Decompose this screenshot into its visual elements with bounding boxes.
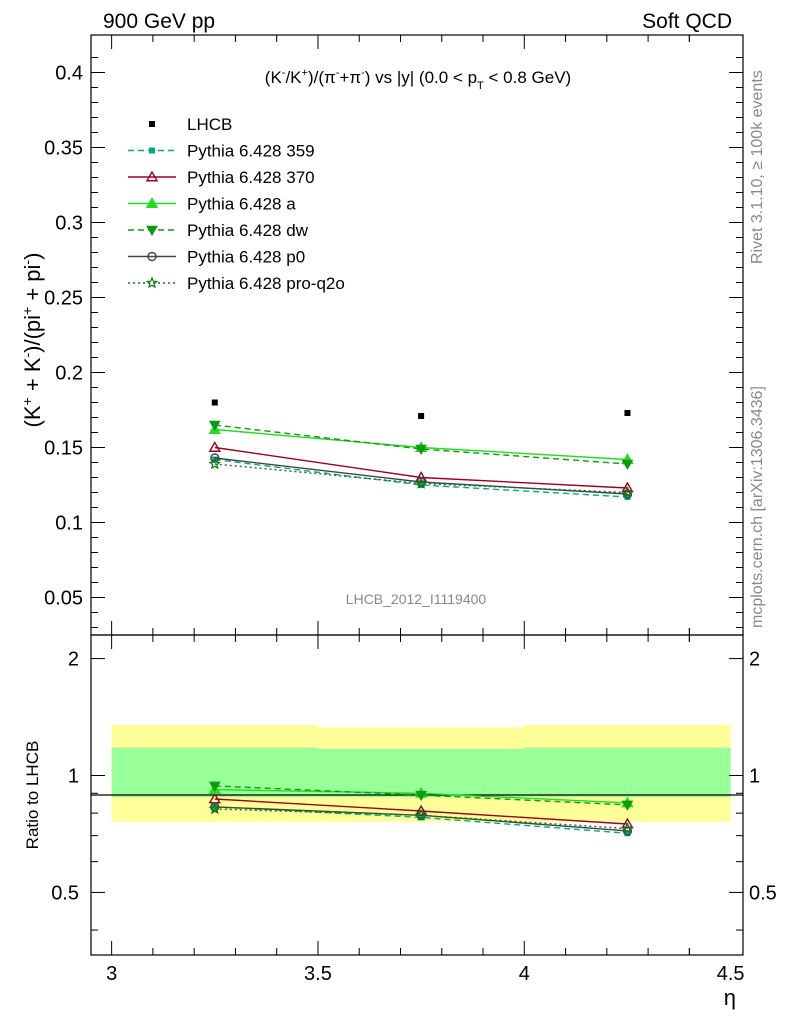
x-tick-label: 3 xyxy=(106,963,117,985)
lhcb-data-point xyxy=(211,399,218,406)
legend-label: Pythia 6.428 370 xyxy=(187,168,315,187)
legend-marker xyxy=(145,170,159,182)
main-series-point xyxy=(208,441,222,452)
ratio-ticks: 0.5 0.5 1 1 2 2 3 3.5 4 4.5 xyxy=(51,635,777,985)
ratio-y-axis-label: Ratio to LHCB xyxy=(23,741,42,850)
ratio-y-tick-label: 1 xyxy=(68,765,79,787)
ratio-series-point xyxy=(622,826,633,836)
main-series-point xyxy=(210,453,220,463)
analysis-watermark: LHCB_2012_I1119400 xyxy=(346,591,487,607)
main-series-point xyxy=(414,471,428,482)
ratio-series-point xyxy=(621,800,634,811)
ratio-frame xyxy=(90,634,744,956)
legend-label: Pythia 6.428 dw xyxy=(187,221,309,240)
ratio-y-tick-label: 2 xyxy=(68,649,79,671)
main-series-point xyxy=(621,481,634,493)
lhcb-data-points xyxy=(211,399,631,419)
main-series-line xyxy=(214,457,628,495)
legend-marker xyxy=(147,251,157,262)
main-title: (K-/K+)/(π-+π-) vs |y| (0.0 < pT < 0.8 G… xyxy=(265,67,571,92)
main-series-point xyxy=(415,444,427,456)
main-y-tick-label: 0.1 xyxy=(55,513,83,535)
main-y-axis-label: (K+ + K-)/(pi+ + pi-) xyxy=(19,253,45,428)
header-left: 900 GeV pp xyxy=(103,10,215,33)
ratio-series-point xyxy=(415,790,427,802)
x-axis-label: η xyxy=(724,985,736,1010)
ratio-series-point xyxy=(414,808,428,821)
legend-label: Pythia 6.428 359 xyxy=(187,142,315,161)
main-series-point xyxy=(621,459,634,471)
lhcb-data-point xyxy=(624,410,631,416)
legend-marker xyxy=(146,225,158,237)
ratio-series-point xyxy=(208,781,221,792)
main-series-point xyxy=(624,494,631,500)
ratio-series-point xyxy=(211,803,218,810)
header-right: Soft QCD xyxy=(642,10,732,33)
ratio-series-point xyxy=(621,822,634,834)
main-series xyxy=(208,420,634,500)
mcplots-label: mcplots.cern.ch [arXiv:1306.3436] xyxy=(749,386,766,628)
ratio-series-line xyxy=(214,806,628,834)
main-series-point xyxy=(621,485,634,498)
legend-label: Pythia 6.428 pro-q2o xyxy=(187,274,345,293)
main-ticks: 0.05 0.1 0.15 0.2 0.25 0.3 0.35 0.4 xyxy=(44,35,743,635)
main-y-tick-label: 0.4 xyxy=(55,63,83,85)
ratio-series-line xyxy=(214,808,628,830)
main-y-tick-label: 0.05 xyxy=(44,588,83,610)
main-series-point xyxy=(622,489,633,499)
main-series-line xyxy=(214,458,628,498)
main-y-tick-label: 0.25 xyxy=(44,288,83,310)
ratio-series-point xyxy=(208,802,222,815)
main-series-line xyxy=(214,424,628,465)
x-tick-label: 4 xyxy=(519,963,530,985)
legend-label: Pythia 6.428 a xyxy=(187,195,296,214)
legend-marker xyxy=(145,276,159,289)
legend: LHCB Pythia 6.428 359 Pythia 6.428 370 Pyth… xyxy=(128,115,345,293)
ratio-series-point xyxy=(621,817,634,829)
legend-marker xyxy=(149,147,155,154)
x-tick-label: 3.5 xyxy=(304,963,332,985)
main-series-point xyxy=(418,482,425,488)
main-y-tick-label: 0.35 xyxy=(44,138,83,160)
ratio-series-point xyxy=(624,830,631,837)
ratio-y-tick-label-right: 2 xyxy=(749,649,760,671)
ratio-inner-band xyxy=(524,747,731,798)
ratio-y-tick-label: 0.5 xyxy=(51,882,79,904)
legend-marker xyxy=(145,197,159,208)
ratio-y-tick-label-right: 0.5 xyxy=(749,882,777,904)
lhcb-data-point xyxy=(418,413,425,419)
rivet-version-label: Rivet 3.1.10, ≥ 100k events xyxy=(749,70,766,264)
main-y-tick-label: 0.3 xyxy=(55,213,83,235)
legend-marker xyxy=(149,121,155,127)
x-tick-label: 4.5 xyxy=(717,963,745,985)
ratio-series xyxy=(208,781,634,837)
main-series-point xyxy=(208,457,222,470)
legend-label: Pythia 6.428 p0 xyxy=(187,248,305,267)
main-series-point xyxy=(414,476,428,489)
main-series-point xyxy=(208,420,221,432)
main-y-tick-label: 0.2 xyxy=(55,363,83,385)
ratio-series-line xyxy=(214,785,628,806)
ratio-y-tick-label-right: 1 xyxy=(749,765,760,787)
ratio-bands xyxy=(111,724,731,822)
main-y-tick-label: 0.15 xyxy=(44,438,83,460)
legend-label: LHCB xyxy=(187,115,232,134)
